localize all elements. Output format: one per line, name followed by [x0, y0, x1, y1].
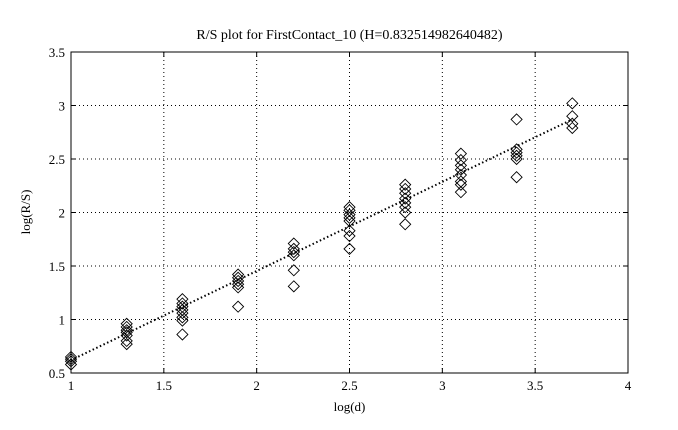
x-tick-label: 1.5: [156, 378, 172, 393]
fit-line-layer: [70, 118, 573, 362]
data-point-diamond: [454, 186, 468, 199]
x-tick-label: 3.5: [527, 378, 543, 393]
x-tick-label: 4: [625, 378, 632, 393]
y-tick-label: 1: [59, 313, 66, 328]
data-point-diamond: [566, 110, 579, 123]
data-point-diamond: [566, 117, 579, 130]
x-axis-label: log(d): [334, 399, 366, 414]
data-point-diamond: [287, 237, 300, 250]
data-point-diamond: [343, 229, 356, 243]
y-axis-label: log(R/S): [18, 190, 33, 235]
data-point-diamond: [120, 334, 133, 348]
data-point-diamond: [343, 201, 356, 214]
fit-line: [70, 118, 573, 362]
chart-title: R/S plot for FirstContact_10 (H=0.832514…: [196, 28, 503, 43]
data-point-diamond: [454, 168, 468, 182]
y-tick-label: 0.5: [49, 366, 65, 381]
y-tick-label: 2.5: [49, 152, 65, 167]
data-point-diamond: [64, 352, 78, 366]
data-point-diamond: [231, 300, 245, 313]
y-tick-label: 3: [59, 99, 66, 114]
y-tick-label: 1.5: [49, 259, 65, 274]
data-point-diamond: [64, 350, 78, 364]
data-point-diamond: [399, 178, 412, 191]
x-tick-label: 2: [253, 378, 260, 393]
data-point-diamond: [510, 143, 523, 156]
data-point-diamond: [566, 97, 579, 110]
data-point-diamond: [343, 242, 356, 256]
y-tick-label: 2: [59, 206, 66, 221]
x-tick-label: 3: [439, 378, 446, 393]
data-point-diamond: [510, 113, 523, 126]
data-point-diamond: [176, 293, 189, 306]
data-point-diamond: [176, 328, 189, 341]
data-point-diamond: [454, 153, 468, 167]
x-tick-label: 2.5: [341, 378, 357, 393]
data-point-diamond: [231, 268, 245, 281]
data-point-diamond: [399, 192, 412, 205]
data-point-diamond: [399, 206, 412, 219]
y-tick-label: 3.5: [49, 45, 65, 60]
data-point-diamond: [399, 218, 412, 231]
data-point-layer: [64, 97, 579, 371]
data-point-diamond: [454, 159, 468, 172]
data-point-diamond: [454, 147, 468, 160]
tick-layer: 1 1.5 2 2.5 3 3.5 40.511.522.533.5: [49, 45, 632, 393]
data-point-diamond: [287, 264, 300, 277]
x-tick-label: 1: [68, 378, 75, 393]
data-point-diamond: [120, 317, 133, 330]
data-point-diamond: [454, 175, 468, 188]
data-point-diamond: [343, 224, 356, 237]
data-point-diamond: [120, 326, 133, 339]
data-point-diamond: [287, 242, 300, 256]
data-point-diamond: [287, 280, 300, 293]
data-point-diamond: [510, 171, 523, 184]
